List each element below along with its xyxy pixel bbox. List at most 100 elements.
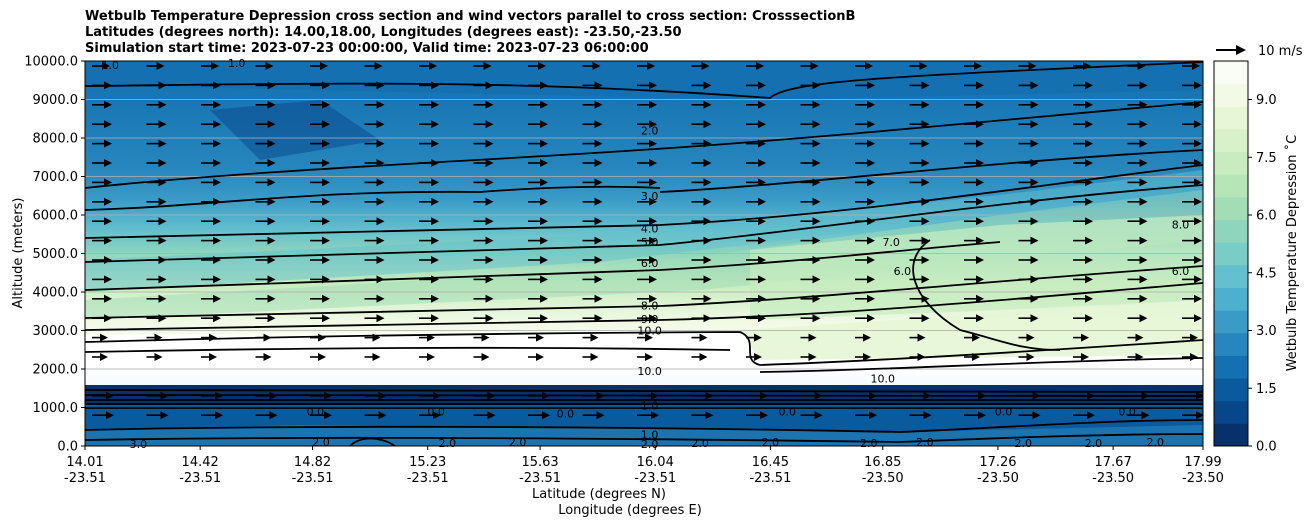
wind-vector-head: [758, 275, 766, 284]
wind-vector-head: [209, 353, 217, 361]
wind-vector-head: [324, 391, 332, 400]
wind-vector-head: [649, 139, 657, 148]
x-tick-label-lon: -23.51: [64, 471, 106, 486]
wind-vector-head: [485, 100, 494, 109]
wind-vector-head: [209, 333, 217, 342]
wind-vector-head: [320, 62, 328, 70]
colorbar-band: [1214, 355, 1248, 379]
contour-line: [85, 398, 1203, 401]
wind-vector-head: [921, 159, 930, 167]
wind-vector-head: [976, 81, 984, 90]
wind-vector-head: [651, 391, 659, 400]
wind-vector-head: [649, 256, 657, 264]
wind-vector-head: [318, 333, 326, 342]
wind-vector-head: [376, 314, 385, 323]
wind-vector-head: [1194, 197, 1202, 206]
wind-vector-head: [1135, 333, 1144, 342]
wind-vector-head: [754, 333, 762, 342]
wind-vector-head: [1139, 294, 1148, 303]
wind-vector-head: [921, 100, 930, 109]
colorbar-band: [1214, 219, 1248, 243]
wind-vector-head: [376, 139, 385, 148]
wind-vector-head: [322, 217, 330, 226]
wind-vector-head: [1190, 353, 1198, 361]
wind-vector-head: [867, 197, 875, 206]
wind-vector-head: [812, 294, 821, 303]
wind-vector-head: [812, 178, 821, 187]
wind-vector-head: [372, 333, 381, 342]
contour-line: [85, 419, 1203, 433]
wind-vector-head: [213, 100, 221, 109]
contour-label: 5.0: [641, 236, 659, 249]
wind-vector-head: [1030, 236, 1039, 245]
wind-vector-head: [1139, 159, 1148, 167]
wind-vector-head: [267, 236, 276, 245]
wind-vector-head: [758, 120, 766, 129]
wind-vector-head: [1081, 333, 1089, 342]
wind-vector-head: [487, 391, 496, 400]
contour-line: [759, 357, 1203, 373]
contour-label: 2.0: [691, 437, 709, 450]
wind-vector-head: [378, 391, 387, 400]
wind-vector-head: [1141, 391, 1150, 400]
wind-vector-head: [158, 81, 167, 90]
wind-vector-head: [1085, 314, 1093, 323]
wind-vector-head: [215, 391, 223, 400]
wind-vector-head: [1194, 236, 1202, 245]
wind-vector-head: [485, 120, 494, 129]
colorbar-band: [1214, 83, 1248, 107]
wind-vector-head: [1030, 81, 1039, 90]
colorbar-tick-label: 7.5: [1256, 151, 1277, 166]
contour-label: 0.0: [427, 405, 445, 418]
x-tick-label-lon: -23.51: [407, 471, 449, 486]
wind-vector-head: [1085, 236, 1093, 245]
contour-label: 2.0: [312, 436, 330, 449]
wind-vector-head: [431, 139, 439, 148]
wind-vector-head: [536, 333, 544, 342]
wind-vector-head: [374, 62, 383, 70]
wind-vector-head: [1196, 391, 1203, 400]
wind-vector-head: [594, 178, 603, 187]
wind-vector-head: [376, 159, 385, 167]
wind-vector-head: [758, 139, 766, 148]
wind-vector-head: [1139, 178, 1148, 187]
contour-label: 6.0: [894, 265, 912, 278]
wind-vector-head: [213, 178, 221, 187]
wind-vector-head: [976, 120, 984, 129]
y-tick-label: 8000.0: [33, 132, 79, 147]
wind-vector-head: [1194, 294, 1202, 303]
wind-vector-head: [863, 333, 871, 342]
chart-title: Wetbulb Temperature Depression cross sec…: [85, 9, 855, 57]
wind-vector-head: [322, 294, 330, 303]
wind-vector-head: [1026, 353, 1035, 361]
wind-vector-head: [812, 81, 821, 90]
wind-vector-head: [540, 178, 548, 187]
wind-vector-head: [1139, 120, 1148, 129]
wind-vector-head: [158, 314, 167, 323]
x-tick-label-lat: 15.63: [521, 455, 558, 470]
contour-label: 6.0: [641, 257, 659, 270]
wind-vector-head: [1192, 62, 1200, 70]
wind-vector-head: [540, 314, 548, 323]
wind-vector-head: [1032, 411, 1041, 420]
wind-vector-head: [703, 81, 712, 90]
title-line-3: Simulation start time: 2023-07-23 00:00:…: [85, 41, 649, 56]
wind-vector-head: [1139, 139, 1148, 148]
wind-vector-head: [1030, 120, 1039, 129]
wind-vector-head: [100, 333, 108, 342]
contour-line: [85, 433, 1203, 443]
wind-vector-head: [972, 353, 980, 361]
wind-vector-head: [812, 120, 821, 129]
wind-vector-head: [649, 178, 657, 187]
wind-vector-head: [158, 197, 167, 206]
wind-vector-head: [1139, 256, 1148, 264]
wind-vector-head: [649, 197, 657, 206]
wind-vector-head: [158, 275, 167, 284]
wind-vector-head: [267, 294, 276, 303]
colorbar-band: [1214, 61, 1248, 85]
wind-vector-head: [976, 217, 984, 226]
wind-vector-head: [594, 294, 603, 303]
wind-vector-head: [1194, 120, 1202, 129]
wind-vector-head: [263, 353, 272, 361]
contour-label: 2.0: [1085, 437, 1103, 450]
